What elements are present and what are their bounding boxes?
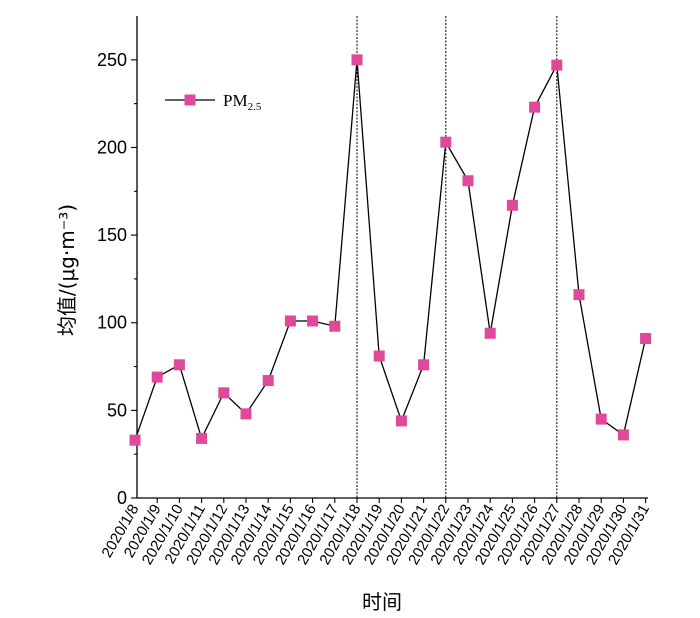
pm25-point-2020-1-18: [351, 54, 363, 66]
pm25-point-2020-1-10: [173, 359, 185, 371]
legend: PM2.5: [165, 91, 262, 113]
pm25-point-2020-1-23: [462, 175, 474, 187]
pm25-point-2020-1-25: [506, 199, 518, 211]
pm25-point-2020-1-28: [573, 289, 585, 301]
pm25-point-2020-1-26: [529, 101, 541, 113]
x-axis-title: 时间: [362, 590, 402, 614]
pm25-point-2020-1-30: [617, 429, 629, 441]
legend-label: PM2.5: [223, 91, 262, 113]
y-tick-label: 50: [107, 400, 127, 420]
pm25-point-2020-1-13: [240, 408, 252, 420]
pm25-point-2020-1-15: [284, 315, 296, 327]
y-axis-title: 均值/(μg·m⁻³): [55, 204, 79, 336]
y-tick-label: 100: [97, 313, 127, 333]
pm25-point-2020-1-31: [640, 333, 652, 345]
y-tick-label: 150: [97, 225, 127, 245]
pm25-point-2020-1-17: [329, 320, 341, 332]
event-vertical-lines: [356, 16, 558, 498]
pm25-point-2020-1-16: [307, 315, 319, 327]
pm25-point-2020-1-8: [129, 434, 141, 446]
axes: [136, 16, 648, 499]
y-ticks: 0 50 100 150 200 250: [97, 50, 137, 508]
pm25-point-2020-1-22: [440, 136, 452, 148]
pm25-point-2020-1-29: [595, 413, 607, 425]
pm25-point-2020-1-12: [218, 387, 230, 399]
pm25-series-line: [134, 59, 647, 441]
pm25-point-2020-1-24: [484, 327, 496, 339]
pm25-point-2020-1-9: [151, 371, 163, 383]
y-tick-label: 200: [97, 137, 127, 157]
legend-label-main: PM: [223, 91, 248, 110]
legend-label-subscript: 2.5: [248, 101, 262, 113]
pm25-point-2020-1-20: [395, 415, 407, 427]
x-ticks: 2020/1/82020/1/92020/1/102020/1/112020/1…: [99, 498, 653, 568]
series-pm25: [129, 54, 652, 446]
pm25-point-2020-1-11: [196, 432, 208, 444]
pm25-point-2020-1-19: [373, 350, 385, 362]
legend-marker: [184, 94, 196, 106]
y-tick-label: 0: [117, 488, 127, 508]
pm25-point-2020-1-14: [262, 375, 274, 387]
pm25-point-2020-1-21: [418, 359, 430, 371]
y-tick-label: 250: [97, 50, 127, 70]
pm25-point-2020-1-27: [551, 59, 563, 71]
